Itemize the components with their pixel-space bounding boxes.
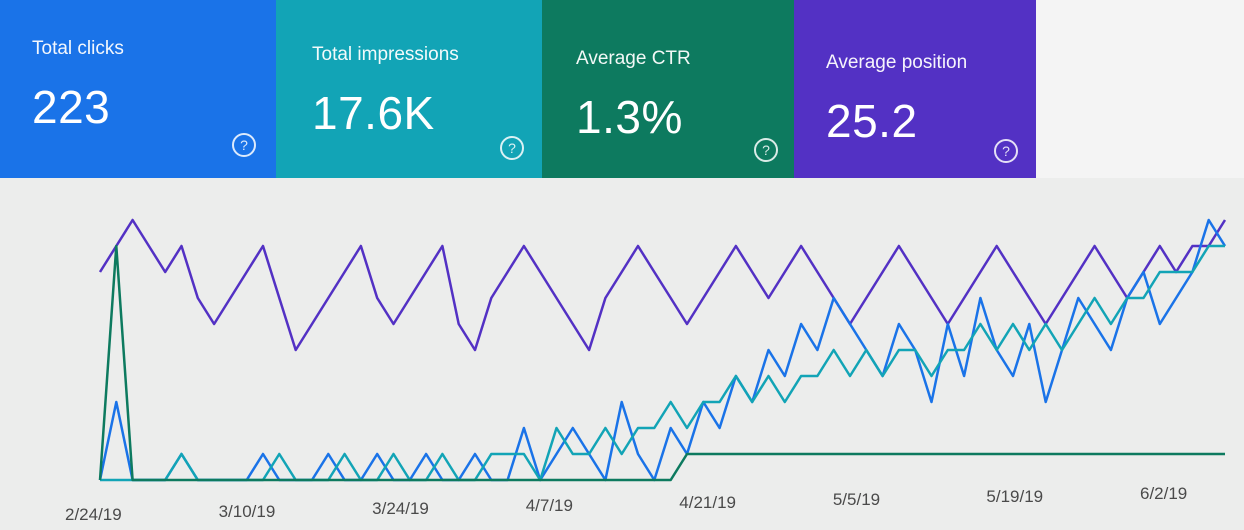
series-line-3 <box>98 244 1225 482</box>
metric-value: 25.2 <box>826 95 918 147</box>
metric-label: Average CTR <box>576 48 691 69</box>
metric-cards: Total clicks 223 ? Total impressions 17.… <box>0 0 1244 180</box>
help-icon[interactable]: ? <box>754 138 778 162</box>
x-tick-label: 3/24/19 <box>372 499 429 518</box>
help-icon[interactable]: ? <box>500 136 524 160</box>
x-tick-label: 6/2/19 <box>1140 484 1187 503</box>
x-tick-label: 3/10/19 <box>219 502 276 521</box>
help-icon[interactable]: ? <box>994 139 1018 163</box>
x-tick-label: 5/5/19 <box>833 490 880 509</box>
x-tick-label: 2/24/19 <box>65 505 122 524</box>
performance-chart: 2/24/19 3/10/19 3/24/19 4/7/19 4/21/19 5/5/19… <box>0 180 1244 530</box>
metric-value: 17.6K <box>312 87 435 139</box>
x-tick-label: 4/21/19 <box>679 493 736 512</box>
metric-label: Average position <box>826 52 968 73</box>
series-line-2 <box>100 244 1225 482</box>
line-chart: 2/24/19 3/10/19 3/24/19 4/7/19 4/21/19 5/5/19… <box>65 218 1227 524</box>
metric-card-average-ctr[interactable]: Average CTR 1.3% ? <box>542 0 794 178</box>
metric-value: 1.3% <box>576 91 683 143</box>
x-tick-label: 5/19/19 <box>986 487 1043 506</box>
x-tick-label: 4/7/19 <box>526 496 573 515</box>
series-line-1 <box>98 218 1227 482</box>
metric-card-average-position[interactable]: Average position 25.2 ? <box>794 0 1036 178</box>
metric-label: Total clicks <box>32 38 124 59</box>
metric-value: 223 <box>32 81 111 133</box>
metric-card-total-clicks[interactable]: Total clicks 223 ? <box>0 0 276 178</box>
series-line-0 <box>98 218 1227 352</box>
empty-card-area <box>1036 0 1244 178</box>
help-icon[interactable]: ? <box>232 133 256 157</box>
metric-card-total-impressions[interactable]: Total impressions 17.6K ? <box>276 0 542 178</box>
metric-label: Total impressions <box>312 44 459 65</box>
